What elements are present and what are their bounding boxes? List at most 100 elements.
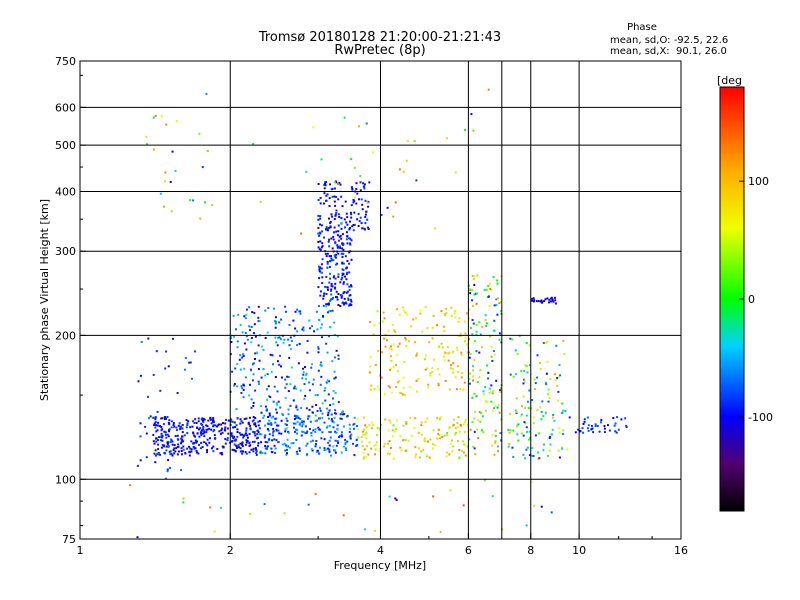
data-point	[546, 297, 549, 300]
data-point	[445, 137, 448, 140]
data-point	[581, 427, 584, 430]
data-point	[165, 436, 168, 439]
data-point	[254, 448, 257, 451]
data-point	[339, 417, 342, 420]
data-point	[335, 212, 338, 214]
data-point	[305, 170, 308, 173]
data-point	[490, 345, 493, 348]
data-point	[477, 437, 480, 440]
data-point	[320, 437, 323, 440]
data-point	[363, 416, 365, 419]
data-point	[160, 436, 163, 439]
data-point	[327, 335, 330, 338]
data-point	[346, 440, 349, 443]
data-point	[154, 416, 157, 419]
data-point	[305, 432, 308, 435]
data-point	[325, 194, 328, 197]
data-point	[249, 424, 251, 427]
data-point	[274, 451, 276, 454]
data-point	[445, 307, 447, 310]
data-point	[496, 282, 499, 285]
data-point	[266, 388, 268, 391]
data-point	[521, 405, 524, 408]
data-point	[336, 424, 339, 427]
data-point	[317, 369, 320, 372]
data-point	[302, 371, 305, 374]
data-point	[368, 181, 371, 184]
data-point	[556, 384, 559, 387]
data-point	[239, 354, 242, 357]
data-point	[319, 383, 322, 386]
data-point	[432, 314, 435, 317]
data-point	[365, 426, 368, 428]
data-point	[234, 449, 237, 452]
data-point	[333, 200, 336, 203]
data-point	[472, 375, 474, 378]
data-point	[463, 443, 466, 446]
data-point	[179, 428, 182, 431]
data-point	[173, 452, 176, 455]
data-point	[152, 148, 155, 151]
data-point	[342, 410, 344, 413]
data-point	[598, 430, 601, 433]
data-point	[198, 428, 200, 431]
data-point	[396, 353, 399, 356]
data-point	[352, 442, 354, 445]
data-point	[393, 329, 396, 332]
data-point	[311, 411, 314, 414]
data-point	[335, 431, 338, 434]
data-point	[331, 195, 334, 198]
data-point	[266, 331, 269, 334]
data-point	[469, 292, 472, 295]
data-point	[333, 195, 336, 198]
data-point	[160, 115, 163, 118]
data-point	[325, 407, 328, 410]
data-point	[285, 417, 288, 420]
data-point	[203, 441, 206, 444]
data-point	[236, 447, 238, 449]
data-point	[231, 420, 234, 423]
data-point	[326, 228, 329, 231]
data-point	[330, 257, 333, 260]
data-point	[318, 269, 321, 272]
data-point	[315, 440, 318, 442]
data-point	[275, 424, 278, 427]
data-point	[252, 447, 255, 450]
data-point	[461, 372, 463, 375]
data-point	[201, 446, 204, 449]
data-point	[520, 370, 523, 373]
data-point	[328, 205, 331, 207]
data-point	[274, 320, 277, 323]
data-point	[582, 423, 585, 425]
data-point	[252, 362, 255, 365]
data-point	[328, 409, 331, 412]
data-point	[233, 443, 236, 446]
data-point	[204, 201, 207, 204]
data-point	[612, 417, 615, 419]
data-point	[320, 246, 323, 249]
data-point	[579, 430, 582, 433]
data-point	[317, 318, 320, 321]
data-point	[328, 448, 331, 451]
data-point	[431, 326, 434, 329]
data-point	[206, 438, 209, 441]
data-point	[225, 418, 227, 421]
data-point	[476, 428, 479, 431]
data-point	[547, 388, 550, 391]
data-point	[483, 289, 486, 291]
data-point	[301, 430, 304, 433]
data-point	[549, 378, 552, 381]
data-point	[163, 416, 166, 419]
data-point	[257, 316, 260, 319]
data-point	[195, 449, 198, 452]
data-point	[317, 347, 320, 350]
data-point	[264, 452, 267, 455]
data-point	[248, 432, 251, 435]
data-point	[345, 267, 348, 270]
data-point	[548, 437, 551, 439]
data-point	[282, 413, 285, 416]
data-point	[500, 341, 503, 344]
data-point	[310, 432, 313, 434]
data-point	[292, 422, 295, 425]
data-point	[386, 452, 389, 455]
